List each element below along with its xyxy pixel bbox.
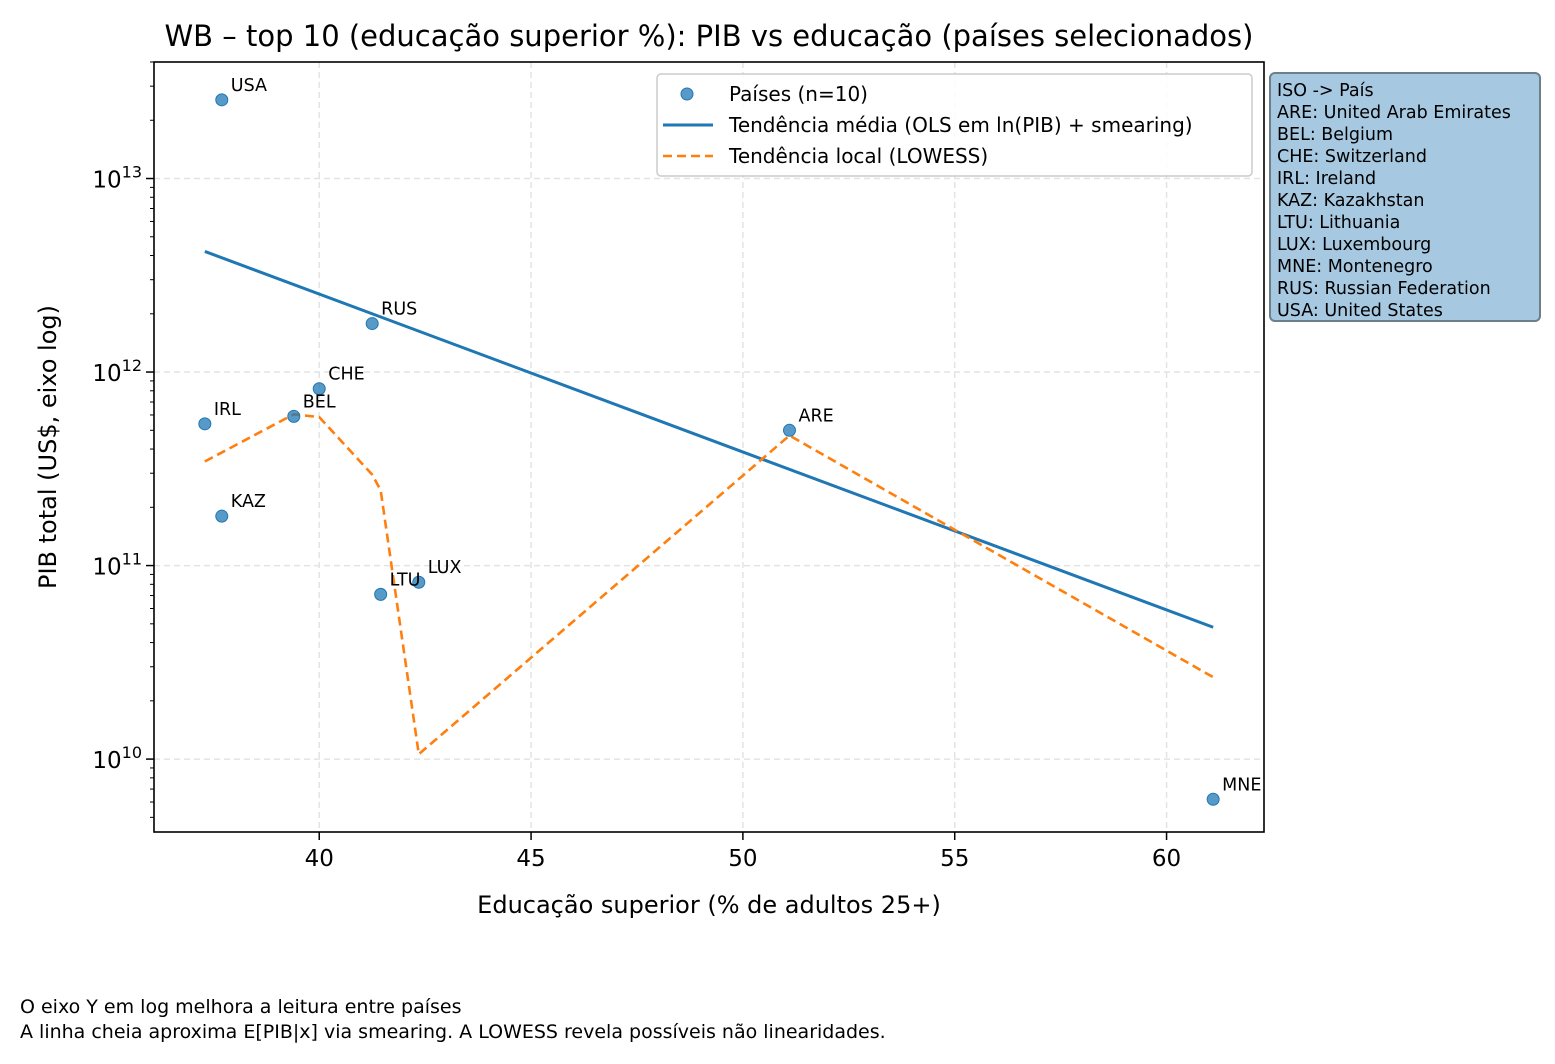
y-axis-label: PIB total (US$, eixo log) — [34, 305, 62, 589]
chart-title: WB – top 10 (educação superior %): PIB v… — [165, 19, 1254, 53]
legend-entry: Países (n=10) — [729, 82, 868, 106]
x-tick-label: 45 — [516, 846, 545, 872]
data-point — [198, 417, 212, 431]
data-point — [374, 587, 388, 601]
point-label: BEL — [303, 392, 336, 412]
iso-line: MNE: Montenegro — [1277, 257, 1433, 277]
point-label: USA — [231, 76, 267, 96]
iso-legend-box: ISO -> País ARE: United Arab Emirates BE… — [1269, 72, 1541, 322]
iso-line: ISO -> País — [1277, 81, 1374, 101]
point-label: IRL — [214, 400, 241, 420]
x-axis-label: Educação superior (% de adultos 25+) — [477, 891, 941, 919]
x-tick-label: 40 — [305, 846, 334, 872]
data-point — [412, 575, 426, 589]
iso-line: LUX: Luxembourg — [1277, 235, 1432, 255]
x-tick-label: 60 — [1152, 846, 1181, 872]
point-label: MNE — [1222, 775, 1261, 795]
data-point — [287, 409, 301, 423]
point-label: LTU — [390, 570, 421, 590]
iso-line: USA: United States — [1277, 301, 1443, 321]
legend-marker-points — [680, 87, 694, 101]
x-tick-label: 55 — [940, 846, 969, 872]
y-tick-label: 1012 — [92, 356, 142, 387]
data-point — [1206, 792, 1220, 806]
point-label: CHE — [328, 365, 364, 385]
data-point — [365, 317, 379, 331]
y-tick-label: 1010 — [92, 743, 142, 774]
iso-line: ARE: United Arab Emirates — [1277, 103, 1511, 123]
iso-line: LTU: Lithuania — [1277, 213, 1401, 233]
iso-line: CHE: Switzerland — [1277, 147, 1427, 167]
legend-entry: Tendência média (OLS em ln(PIB) + smeari… — [728, 113, 1193, 137]
iso-line: BEL: Belgium — [1277, 125, 1394, 145]
x-tick-label: 50 — [728, 846, 757, 872]
ols-trend-line — [204, 250, 1214, 629]
footnote-1: O eixo Y em log melhora a leitura entre … — [20, 996, 462, 1018]
data-point — [782, 423, 796, 437]
plot-frame — [153, 61, 1265, 833]
y-tick-label: 1013 — [92, 163, 142, 194]
data-point — [215, 93, 229, 107]
legend-box — [656, 73, 1253, 177]
point-label: RUS — [381, 300, 417, 320]
y-tick-label: 1011 — [92, 550, 142, 581]
legend-entry: Tendência local (LOWESS) — [728, 144, 988, 168]
iso-line: KAZ: Kazakhstan — [1277, 191, 1425, 211]
iso-line: RUS: Russian Federation — [1277, 279, 1491, 299]
point-label: LUX — [428, 558, 462, 578]
lowess-trend-line — [204, 412, 1214, 757]
data-point — [215, 509, 229, 523]
iso-line: IRL: Ireland — [1277, 169, 1377, 189]
point-label: KAZ — [231, 492, 266, 512]
data-point — [312, 382, 326, 396]
footnote-2: A linha cheia aproxima E[PIB|x] via smea… — [20, 1021, 886, 1043]
point-label: ARE — [798, 406, 833, 426]
